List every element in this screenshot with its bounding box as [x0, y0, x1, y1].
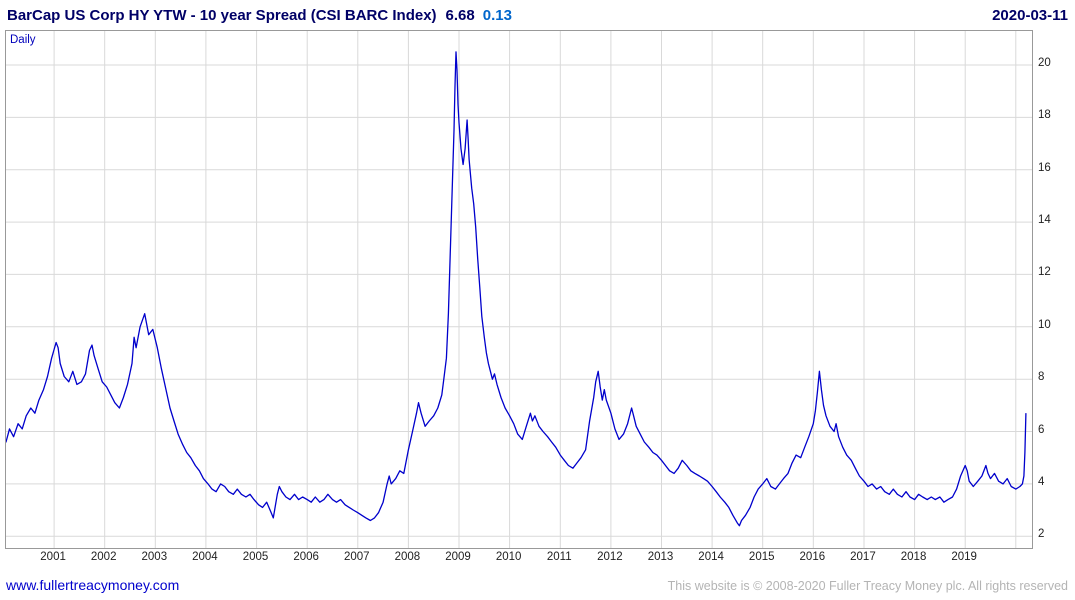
- y-tick-label: 6: [1038, 423, 1045, 436]
- y-tick-label: 20: [1038, 57, 1051, 70]
- x-tick-label: 2011: [546, 551, 572, 563]
- x-tick-label: 2008: [394, 551, 421, 563]
- plot-area[interactable]: Daily: [5, 30, 1033, 549]
- y-tick-label: 14: [1038, 214, 1051, 227]
- y-tick-label: 16: [1038, 161, 1051, 174]
- price-line: [6, 51, 1027, 527]
- x-tick-label: 2019: [951, 551, 977, 563]
- chart-title: BarCap US Corp HY YTW - 10 year Spread (…: [7, 7, 512, 24]
- x-tick-label: 2012: [597, 551, 623, 563]
- y-tick-label: 2: [1038, 528, 1045, 541]
- y-tick-label: 4: [1038, 475, 1045, 488]
- x-tick-label: 2006: [293, 551, 319, 563]
- website-link[interactable]: www.fullertreacymoney.com: [6, 577, 180, 593]
- y-tick-label: 8: [1038, 371, 1045, 384]
- x-tick-label: 2013: [647, 551, 674, 563]
- x-tick-label: 2016: [799, 551, 826, 563]
- x-tick-label: 2009: [445, 551, 471, 563]
- x-tick-label: 2002: [90, 551, 117, 563]
- x-tick-label: 2004: [192, 551, 218, 563]
- x-tick-label: 2007: [343, 551, 370, 563]
- x-tick-label: 2001: [40, 551, 66, 563]
- x-tick-label: 2005: [242, 551, 269, 563]
- y-tick-label: 12: [1038, 266, 1051, 279]
- frequency-label: Daily: [10, 34, 36, 46]
- x-tick-label: 2014: [698, 551, 724, 563]
- x-tick-label: 2018: [900, 551, 927, 563]
- x-tick-label: 2015: [748, 551, 775, 563]
- copyright-text: This website is © 2008-2020 Fuller Treac…: [667, 579, 1068, 593]
- y-tick-label: 18: [1038, 109, 1051, 122]
- change-value: 0.13: [482, 7, 512, 24]
- y-tick-label: 10: [1038, 318, 1051, 331]
- chart-svg: [6, 31, 1032, 548]
- date-label: 2020-03-11: [992, 7, 1068, 24]
- x-tick-label: 2010: [495, 551, 522, 563]
- x-tick-label: 2003: [141, 551, 168, 563]
- x-tick-label: 2017: [850, 551, 876, 563]
- last-value: 6.68: [445, 7, 475, 24]
- title-text: BarCap US Corp HY YTW - 10 year Spread (…: [7, 7, 437, 24]
